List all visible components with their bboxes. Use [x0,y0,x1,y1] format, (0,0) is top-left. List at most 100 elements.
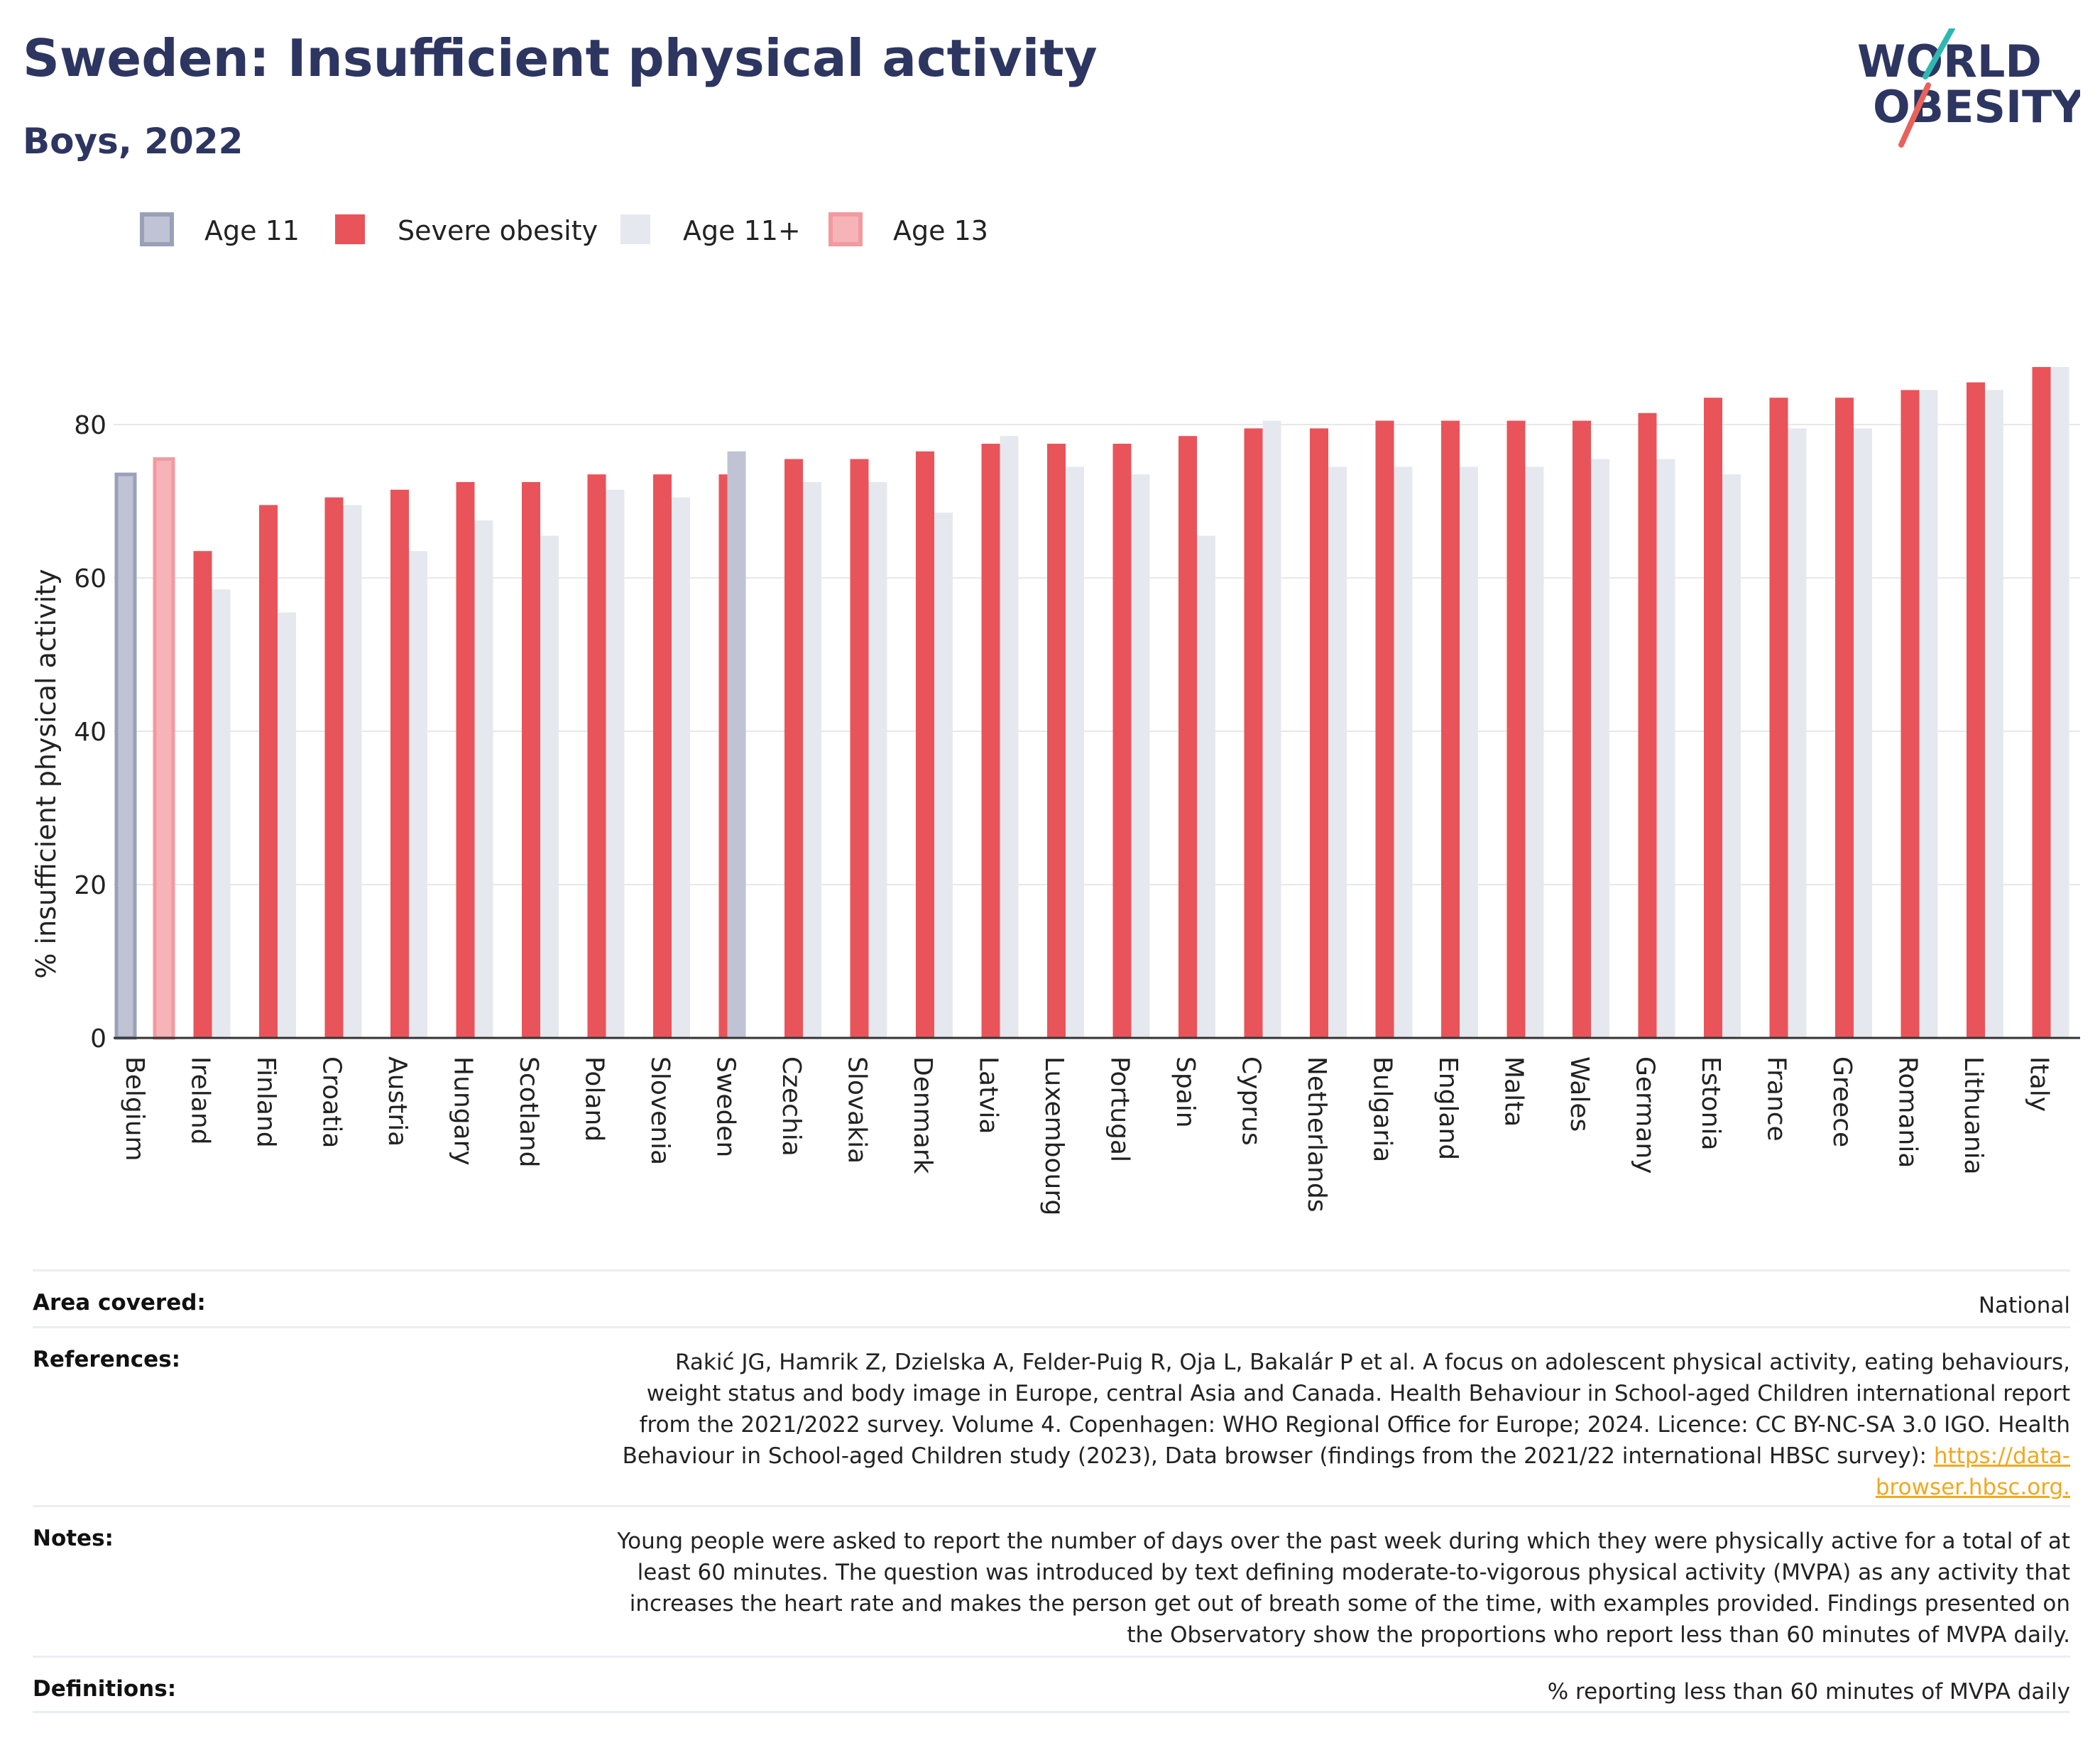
bar-chart: Age 11 Severe obesity Age 11+ Age 13 0 20 40 6… [31,212,2080,1215]
bar-severe-luxembourg [1047,444,1066,1038]
references-value: Rakić JG, Hamrik Z, Dzielska A, Felder-P… [608,1347,2070,1503]
bar-age11plus-sweden [727,451,746,1038]
legend-label-age13: Age 13 [893,215,988,246]
bar-severe-italy [2032,367,2051,1038]
bar-severe-bulgaria [1375,420,1394,1038]
x-tick-label: Sweden [711,1056,740,1157]
x-tick-label: Netherlands [1302,1056,1331,1212]
references-row: References: Rakić JG, Hamrik Z, Dzielska… [33,1326,2070,1507]
bar-age11plus-germany [1656,459,1675,1038]
bar-age11plus-poland [606,489,625,1038]
legend-swatch-age11 [140,212,174,246]
bar-severe-netherlands [1310,428,1328,1038]
x-tick-label: Bulgaria [1368,1056,1397,1162]
bar-severe-czechia [784,459,803,1038]
bar-age11plus-malta [1525,466,1544,1038]
x-tick-label: Czechia [777,1056,806,1156]
x-tick-label: Italy [2025,1056,2054,1112]
bar-age11plus-france [1788,428,1807,1038]
bar-severe-greece [1835,398,1854,1038]
bar-severe-ireland [193,551,212,1038]
bar-age11plus-wales [1591,459,1609,1038]
x-tick-label: Slovenia [645,1056,674,1165]
bar-severe-cyprus [1244,428,1263,1038]
definitions-label: Definitions: [33,1676,177,1702]
bar-severe-slovakia [850,459,869,1038]
bar-age11plus-luxembourg [1066,466,1084,1038]
bar-severe-croatia [324,497,344,1038]
bar-age11plus-czechia [803,482,821,1038]
bar-severe-scotland [522,482,540,1038]
x-tick-label: Ireland [186,1056,215,1145]
definitions-value: % reporting less than 60 minutes of MVPA… [1547,1679,2070,1705]
x-tick-label: Estonia [1696,1056,1725,1151]
legend-swatch-severe [335,214,365,244]
bar-severe-slovenia [653,474,672,1038]
x-tick-label: Wales [1565,1056,1594,1132]
bar-severe-denmark [916,451,934,1038]
notes-row: Notes: Young people were asked to report… [33,1505,2070,1658]
area-covered-row: Area covered: National [33,1269,2070,1328]
bar-age11plus-denmark [934,513,953,1038]
notes-label: Notes: [33,1526,114,1551]
x-tick-label: Romania [1893,1056,1923,1168]
x-tick-label: Slovakia [843,1056,872,1164]
bar-age11plus-estonia [1722,474,1741,1038]
bar-age11plus-austria [409,551,427,1038]
legend-label-age11plus: Age 11+ [683,215,801,246]
bar-age11plus-slovakia [868,482,887,1038]
references-label: References: [33,1347,181,1372]
legend-swatch-age13 [828,212,863,246]
bar-age11plus-cyprus [1262,420,1281,1038]
x-tick-label: Scotland [514,1056,543,1168]
y-tick-label: 40 [74,718,106,747]
bar-age13-belgium [153,457,175,1040]
bar-age11plus-spain [1197,535,1215,1038]
y-axis: 0 20 40 60 80 [74,411,106,1054]
y-tick-label: 0 [90,1024,106,1054]
legend-label-severe: Severe obesity [398,215,598,246]
y-tick-label: 80 [74,411,106,440]
bar-age11plus-croatia [343,505,362,1038]
hbsc-data-browser-link[interactable]: https://data-browser.hbsc.org. [1875,1443,2070,1500]
bar-severe-france [1769,398,1788,1038]
notes-value: Young people were asked to report the nu… [617,1528,2070,1648]
x-tick-label: Greece [1827,1056,1856,1147]
bar-severe-romania [1901,390,1920,1038]
bar-severe-england [1441,420,1460,1038]
bar-severe-austria [390,489,409,1038]
bar-severe-finland [259,505,278,1038]
bars [114,367,2069,1040]
x-tick-label: Croatia [317,1056,346,1148]
x-tick-label: Finland [251,1056,280,1148]
x-tick-label: Cyprus [1237,1056,1266,1146]
bar-age11plus-portugal [1131,474,1150,1038]
x-tick-label: Lithuania [1959,1056,1988,1175]
x-tick-label: Malta [1499,1056,1528,1127]
bar-age11plus-hungary [474,520,493,1038]
x-tick-label: Belgium [120,1056,149,1161]
bar-age11plus-netherlands [1328,466,1347,1038]
x-axis: Belgium Ireland Finland Croatia Austria Hunga… [114,1037,2080,1215]
references-text: Rakić JG, Hamrik Z, Dzielska A, Felder-P… [622,1350,2070,1469]
x-tick-label: France [1762,1056,1791,1142]
bottom-divider [33,1711,2070,1713]
bar-severe-lithuania [1967,382,1985,1038]
bar-age11plus-lithuania [1985,390,2003,1038]
x-tick-label: England [1433,1056,1462,1160]
x-tick-label: Denmark [908,1056,937,1174]
bar-age11plus-greece [1854,428,1872,1038]
y-tick-label: 20 [74,871,106,900]
bar-age11plus-scotland [540,535,559,1038]
chart-title: Sweden: Insufficient physical activity [23,28,1098,88]
definitions-row: Definitions: % reporting less than 60 mi… [33,1656,2070,1713]
bar-age11plus-latvia [1000,436,1019,1038]
bar-age11plus-ireland [212,589,231,1038]
legend-label-age11: Age 11 [204,215,300,246]
x-tick-label: Portugal [1105,1056,1134,1162]
logo-slash-coral [1898,82,1931,148]
bar-age11plus-england [1460,466,1478,1038]
bar-age11plus-finland [278,612,296,1038]
world-obesity-logo: WORLD OBESITY [1857,28,2080,148]
logo-word-world: WORLD [1857,35,2042,87]
